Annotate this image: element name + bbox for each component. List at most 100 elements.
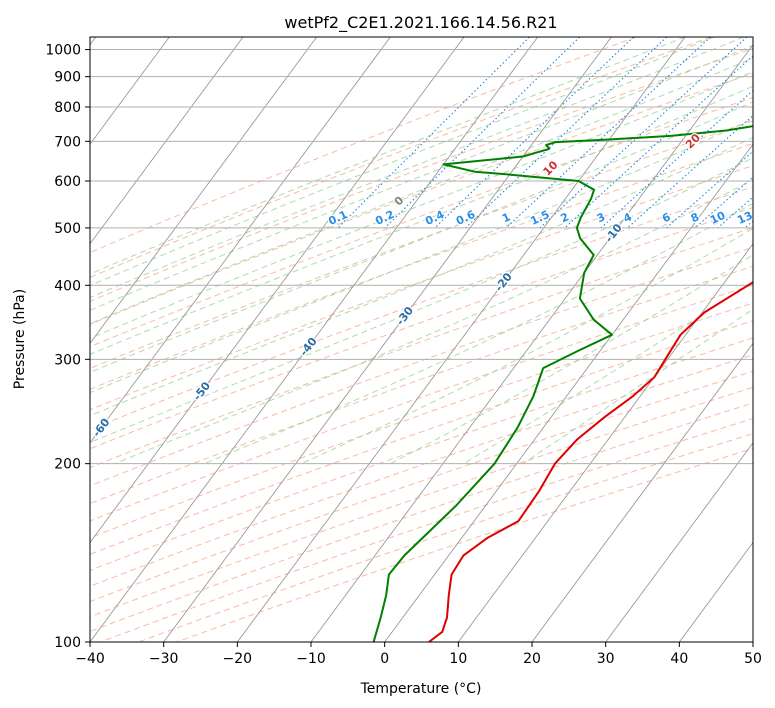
y-axis-ticks: 100 200 300 400 500 600 700 800 900 1000	[45, 43, 90, 651]
moist-adiabat-line	[90, 44, 753, 311]
x-tick-label: −10	[296, 651, 326, 667]
mixing-ratio-label: 13	[735, 209, 754, 227]
plot-frame	[89, 36, 754, 643]
dry-adiabat-line	[90, 337, 753, 571]
y-tick-label: 800	[54, 100, 81, 116]
isotherm-line	[90, 37, 318, 345]
y-axis-label: Pressure (hPa)	[12, 289, 28, 389]
isotherm-line	[90, 37, 170, 146]
mixing-ratio-line	[465, 37, 668, 229]
isotherm-line	[90, 37, 244, 245]
mixing-ratio-line	[744, 220, 753, 229]
mixing-ratio-label: 8	[689, 210, 701, 225]
mixing-ratio-label: 10	[708, 209, 728, 227]
isotherm-line	[90, 37, 465, 544]
y-tick-label: 600	[54, 174, 81, 190]
y-tick-label: 100	[54, 635, 81, 651]
plot-area: -100-90-80-70-60-50-40-30-20-10010203040…	[90, 37, 775, 642]
isotherm-line	[457, 243, 753, 642]
mixing-ratio-label: 0.2	[373, 208, 396, 228]
isotherm-label: -10	[602, 221, 625, 245]
isotherm-line	[163, 37, 612, 642]
mixing-ratio-line	[666, 150, 753, 229]
mixing-ratio-line	[384, 37, 581, 229]
profile-lines	[372, 125, 753, 642]
moist-adiabat-line	[90, 71, 753, 339]
mixing-ratio-line	[505, 37, 711, 229]
dry-adiabat-line	[90, 386, 753, 618]
dry-adiabat-line	[90, 96, 753, 348]
isotherm-label: -50	[191, 379, 214, 403]
mixing-ratio-line	[600, 89, 753, 229]
dewpoint-profile-line	[372, 125, 753, 642]
dry-adiabat-line	[90, 164, 753, 411]
moist-adiabat-line	[463, 281, 753, 465]
isotherm-label: -40	[297, 335, 320, 359]
line-labels: -100-90-80-70-60-50-40-30-20-10010203040…	[90, 130, 754, 441]
isotherm-line	[90, 37, 391, 444]
x-tick-label: 20	[523, 651, 541, 667]
dry-adiabat-line	[90, 370, 753, 603]
x-tick-label: 0	[380, 651, 389, 667]
x-axis-ticks: −40 −30 −20 −10 0 10 20 30 40 50	[75, 642, 762, 667]
x-tick-label: −30	[149, 651, 179, 667]
mixing-ratio-label: 0.6	[454, 208, 477, 228]
moist-adiabat-line	[390, 254, 753, 465]
x-axis-label: Temperature (°C)	[360, 681, 482, 697]
isotherms	[90, 37, 753, 642]
mixing-ratio-line	[337, 37, 530, 229]
y-tick-label: 1000	[45, 43, 81, 59]
isotherm-label: -60	[90, 416, 113, 440]
moist-adiabat-line	[300, 227, 753, 465]
x-tick-label: 10	[449, 651, 467, 667]
mixing-ratio-line	[434, 37, 634, 229]
dry-adiabat-line	[138, 433, 753, 642]
dry-adiabat-line	[90, 246, 753, 487]
mixing-ratio-line	[767, 37, 775, 228]
isotherm-line	[236, 37, 686, 642]
dry-adiabat-line	[90, 186, 753, 431]
x-tick-label: −20	[223, 651, 253, 667]
moist-adiabat-line	[90, 37, 745, 299]
mixing-ratio-label: 3	[595, 210, 607, 225]
y-tick-label: 500	[54, 221, 81, 237]
x-tick-label: 50	[744, 651, 762, 667]
dry-adiabat-label: 0	[392, 194, 407, 209]
x-tick-label: 30	[597, 651, 615, 667]
moist-adiabats	[90, 37, 753, 465]
mixing-ratio-label: 6	[660, 210, 673, 225]
moist-adiabat-line	[522, 308, 753, 465]
pressure-gridlines	[90, 49, 753, 642]
moist-adiabat-line	[90, 118, 753, 394]
dry-adiabat-line	[90, 302, 753, 539]
mixing-ratio-line	[717, 196, 753, 229]
isotherm-line	[531, 342, 753, 642]
chart-title: wetPf2_C2E1.2021.166.14.56.R21	[284, 13, 557, 33]
temperature-profile-line	[428, 280, 753, 642]
y-tick-label: 400	[54, 278, 81, 294]
y-tick-label: 200	[54, 457, 81, 473]
y-tick-label: 300	[54, 352, 81, 368]
isotherm-line	[384, 143, 753, 642]
isotherm-line	[310, 43, 753, 642]
dry-adiabat-line	[90, 47, 753, 302]
moist-adiabat-line	[114, 179, 753, 465]
moist-adiabat-line	[204, 202, 753, 465]
x-tick-label: 40	[670, 651, 688, 667]
dry-adiabat-line	[90, 227, 753, 469]
isotherm-line	[605, 442, 753, 642]
mixing-ratio-line	[564, 55, 753, 229]
mixing-ratio-label: 0.1	[326, 208, 349, 228]
y-tick-label: 700	[54, 134, 81, 150]
dry-adiabat-line	[90, 37, 637, 254]
isotherm-line	[752, 641, 753, 642]
mixing-ratio-label: 1.5	[528, 208, 551, 228]
y-tick-label: 900	[54, 70, 81, 86]
isotherm-label: -30	[394, 304, 417, 328]
moist-adiabat-line	[90, 37, 715, 287]
x-tick-label: −40	[75, 651, 105, 667]
dry-adiabat-line	[90, 37, 712, 278]
isotherm-line	[90, 37, 539, 642]
dry-adiabat-line	[90, 284, 753, 522]
